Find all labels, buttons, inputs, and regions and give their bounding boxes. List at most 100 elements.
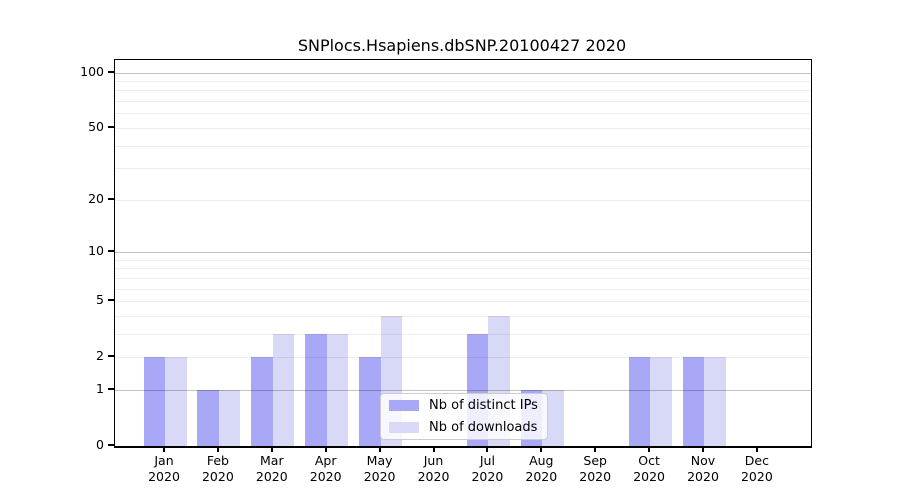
x-tick-label-line: Dec (744, 453, 769, 468)
x-tick-label-line: Jun (423, 453, 444, 468)
y-tick-label: 5 (96, 292, 104, 308)
legend-item-distinct-ips: Nb of distinct IPs (389, 398, 539, 413)
y-tick-label: 2 (96, 348, 104, 364)
gridline-minor (115, 333, 811, 335)
x-tick-label: Jul 2020 (457, 453, 517, 485)
x-tick (432, 447, 435, 452)
gridline-minor (115, 288, 811, 290)
x-tick (540, 447, 543, 452)
gridline-minor (115, 127, 811, 129)
legend-swatch-distinct-ips (389, 400, 419, 411)
x-tick-label-line: 2020 (255, 469, 288, 484)
x-tick (163, 447, 165, 452)
y-tick (108, 70, 114, 73)
x-tick-label-line: 2020 (525, 469, 558, 484)
y-tick (108, 355, 114, 358)
y-tick-label: 10 (88, 242, 104, 258)
x-tick-label-line: Jan (154, 453, 174, 468)
x-tick-label-line: Apr (314, 453, 337, 468)
y-tick (108, 249, 114, 252)
x-tick-label-line: 2020 (687, 469, 719, 484)
gridline-minor (115, 113, 811, 115)
x-tick-label-line: 2020 (201, 469, 234, 484)
x-tick-label-line: May (366, 453, 393, 468)
x-tick (216, 447, 219, 452)
x-tick-label-line: 2020 (363, 469, 396, 484)
bar-distinct-ips (251, 357, 273, 446)
x-tick-label: Nov 2020 (673, 453, 733, 485)
x-tick (594, 447, 597, 452)
x-tick-label-line: 2020 (148, 469, 180, 484)
x-tick-label-line: Jul (479, 453, 495, 468)
gridline-minor (115, 81, 811, 83)
bar-downloads (218, 389, 241, 446)
gridline-minor (115, 145, 811, 147)
x-tick-label-line: Aug (529, 453, 554, 468)
bar-downloads (704, 357, 726, 446)
x-tick-label: Oct 2020 (619, 453, 679, 485)
y-tick (108, 197, 114, 200)
x-tick (486, 447, 489, 452)
x-tick-label: Mar 2020 (242, 453, 302, 485)
gridline-minor (115, 268, 811, 270)
x-tick (702, 447, 704, 452)
bar-downloads (272, 333, 295, 446)
x-tick (270, 447, 273, 452)
x-tick-label-line: 2020 (579, 469, 612, 484)
y-tick-label: 1 (96, 380, 104, 396)
gridline-minor (115, 101, 811, 103)
bar-distinct-ips (305, 333, 327, 446)
x-tick-label: May 2020 (350, 453, 410, 485)
x-tick-label-line: 2020 (417, 469, 450, 484)
x-tick-label-line: 2020 (633, 469, 665, 484)
x-tick-label-line: Oct (638, 453, 660, 468)
y-tick (108, 387, 114, 390)
bar-downloads (165, 357, 187, 446)
x-tick-label: Dec 2020 (727, 453, 787, 485)
bar-downloads (326, 333, 349, 446)
x-tick-label: Sep 2020 (565, 453, 625, 485)
bar-downloads (650, 357, 672, 446)
gridline-minor (115, 259, 811, 261)
gridline-minor (115, 199, 811, 201)
gridline-minor (115, 277, 811, 279)
legend-label-distinct-ips: Nb of distinct IPs (429, 398, 538, 413)
bar-distinct-ips (682, 357, 704, 446)
y-tick-label: 0 (96, 437, 104, 452)
x-tick-label-line: Nov (690, 453, 716, 468)
x-tick-label-line: 2020 (740, 469, 773, 484)
x-tick-label: Apr 2020 (296, 453, 356, 485)
x-tick (755, 447, 758, 452)
x-tick-label: Jun 2020 (404, 453, 464, 485)
y-tick-label: 100 (80, 63, 104, 79)
bar-distinct-ips (143, 357, 165, 446)
gridline-major (115, 72, 811, 74)
y-tick-label: 20 (88, 190, 104, 206)
gridline-major (115, 251, 811, 253)
legend-swatch-downloads (389, 422, 419, 433)
y-tick (108, 444, 114, 446)
x-tick-label-line: 2020 (471, 469, 504, 484)
legend-label-downloads: Nb of downloads (429, 420, 538, 435)
x-tick-label-line: Sep (583, 453, 607, 468)
legend: Nb of distinct IPs Nb of downloads (380, 393, 548, 440)
x-tick-label-line: 2020 (309, 469, 342, 484)
x-tick-label: Aug 2020 (511, 453, 571, 485)
gridline-minor (115, 90, 811, 92)
gridline-minor (115, 315, 811, 317)
bar-distinct-ips (359, 357, 381, 446)
x-tick-label-line: Mar (260, 453, 284, 468)
legend-item-downloads: Nb of downloads (389, 420, 539, 435)
chart-title: SNPlocs.Hsapiens.dbSNP.20100427 2020 (297, 36, 627, 55)
plot-area: Nb of distinct IPs Nb of downloads (114, 59, 812, 448)
x-tick (378, 447, 381, 452)
x-tick-label: Jan 2020 (134, 453, 194, 485)
x-tick-label: Feb 2020 (188, 453, 248, 485)
gridline-minor (115, 168, 811, 170)
y-tick (108, 299, 114, 302)
y-tick-label: 50 (88, 118, 104, 134)
x-tick (648, 447, 651, 452)
gridline-minor (115, 301, 811, 303)
y-tick (108, 125, 114, 128)
